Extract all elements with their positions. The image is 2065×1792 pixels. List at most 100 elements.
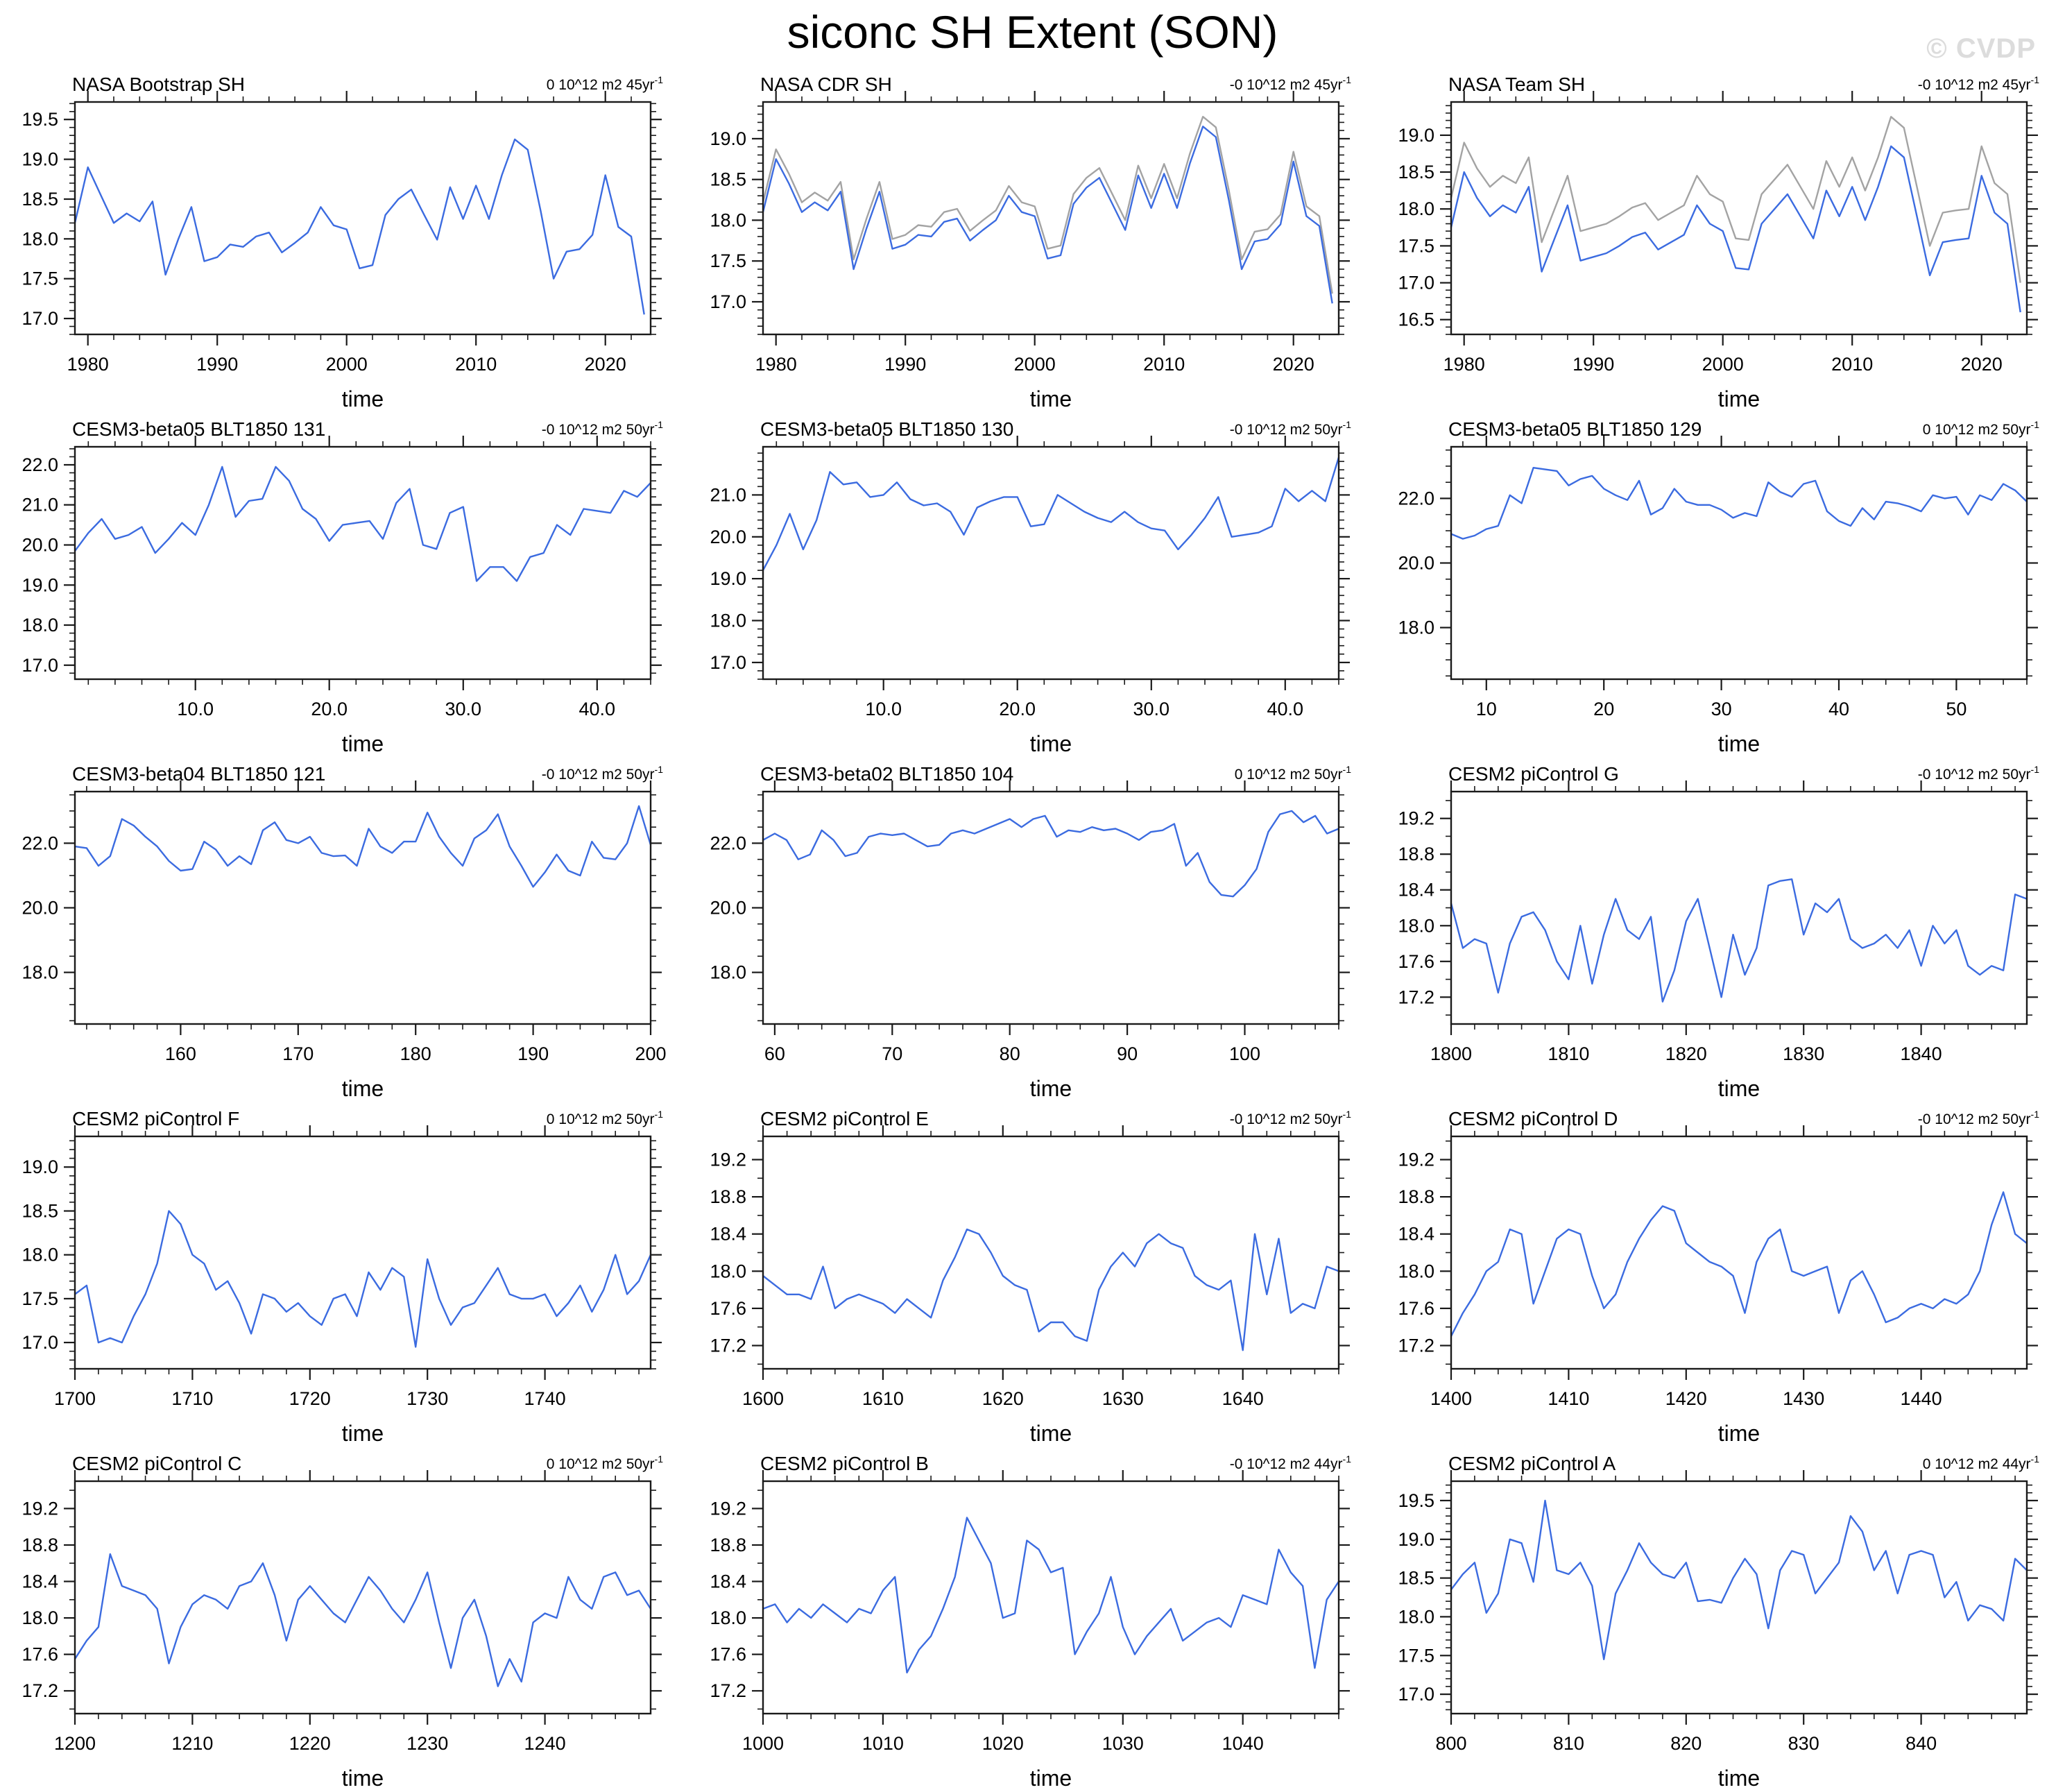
x-tick-label: 100 [1229, 1043, 1260, 1064]
x-tick-label: 1800 [1430, 1043, 1472, 1064]
y-tick-label: 18.5 [1398, 1568, 1434, 1589]
trend-annotation: -0 10^12 m2 50yr-1 [1230, 419, 1351, 438]
x-tick-label: 30 [1711, 699, 1732, 719]
x-tick-label: 40.0 [579, 699, 616, 719]
y-tick-label: 18.5 [1398, 162, 1434, 182]
y-tick-label: 18.8 [1398, 844, 1434, 864]
x-tick-label: 1210 [171, 1733, 213, 1754]
chart-panel-15: 800 810 820 830 840 17.0 17.5 18.0 18.5 19.0 19.5 C… [1376, 1443, 2064, 1788]
y-tick-label: 18.0 [710, 611, 746, 631]
chart-grid: 1980 1990 2000 2010 2020 17.0 17.5 18.0 18.5 19.0… [0, 64, 2065, 1788]
y-tick-label: 19.2 [22, 1498, 58, 1519]
trend-annotation: -0 10^12 m2 50yr-1 [542, 764, 663, 783]
x-axis-label: time [1718, 1421, 1760, 1443]
x-tick-label: 840 [1905, 1733, 1937, 1754]
chart-svg: 800 810 820 830 840 17.0 17.5 18.0 18.5 19.0 19.5 C… [1398, 1453, 2039, 1788]
x-tick-label: 2000 [1014, 354, 1056, 375]
y-tick-label: 20.0 [710, 527, 746, 547]
y-tick-label: 18.0 [22, 615, 58, 635]
page-title: siconc SH Extent (SON) [787, 6, 1278, 58]
x-axis-label: time [342, 1421, 384, 1443]
y-tick-label: 19.0 [22, 574, 58, 595]
y-tick-label: 20.0 [22, 898, 58, 919]
y-tick-label: 17.6 [1398, 951, 1434, 972]
chart-panel-5: 10.0 20.0 30.0 40.0 17.0 18.0 19.0 20.0 21.0 CESM… [688, 409, 1376, 753]
trend-annotation: 0 10^12 m2 44yr-1 [1923, 1453, 2039, 1472]
x-tick-label: 1040 [1222, 1733, 1264, 1754]
x-axis-label: time [342, 1076, 384, 1098]
y-tick-label: 17.6 [22, 1644, 58, 1665]
x-axis-label: time [1030, 1766, 1072, 1788]
series-primary-blue [74, 466, 651, 582]
series-primary-blue [74, 138, 645, 315]
x-tick-label: 1980 [1443, 354, 1485, 375]
series-primary-blue [74, 1210, 652, 1348]
x-tick-label: 1840 [1901, 1043, 1942, 1064]
panel-title: CESM2 piControl G [1448, 763, 1619, 785]
plot-frame [762, 790, 1340, 1025]
page-header: siconc SH Extent (SON) © CVDP [0, 0, 2065, 64]
x-tick-label: 830 [1788, 1733, 1819, 1754]
panel-title: CESM3-beta05 BLT1850 130 [760, 418, 1013, 440]
x-tick-label: 60 [764, 1043, 785, 1064]
y-tick-label: 17.2 [1398, 987, 1434, 1007]
y-tick-label: 17.5 [1398, 235, 1434, 256]
y-tick-label: 19.5 [22, 109, 58, 130]
x-tick-label: 1740 [524, 1388, 566, 1409]
y-tick-label: 17.0 [1398, 1684, 1434, 1705]
panel-title: CESM2 piControl E [760, 1108, 929, 1129]
y-tick-label: 18.0 [710, 962, 746, 983]
y-tick-label: 19.0 [1398, 1529, 1434, 1550]
y-tick-label: 18.0 [22, 962, 58, 983]
series-secondary-gray [762, 115, 1333, 294]
y-tick-label: 19.0 [1398, 125, 1434, 146]
x-tick-label: 10.0 [177, 699, 214, 719]
x-tick-label: 1020 [982, 1733, 1024, 1754]
y-tick-label: 20.0 [22, 535, 58, 556]
x-tick-label: 1610 [862, 1388, 904, 1409]
chart-svg: 60 70 80 90 100 18.0 20.0 22.0 CESM3-beta02 BLT1… [710, 763, 1351, 1098]
y-tick-label: 17.0 [22, 308, 58, 329]
panel-title: CESM2 piControl D [1448, 1108, 1618, 1129]
x-tick-label: 2000 [326, 354, 368, 375]
plot-frame [1450, 1135, 2028, 1370]
y-tick-label: 17.0 [710, 291, 746, 312]
y-tick-label: 18.5 [22, 189, 58, 210]
x-axis-label: time [1030, 1421, 1072, 1443]
x-tick-label: 1630 [1102, 1388, 1144, 1409]
x-tick-label: 90 [1117, 1043, 1138, 1064]
y-tick-label: 19.2 [1398, 1150, 1434, 1170]
x-axis-label: time [342, 386, 384, 409]
y-tick-label: 22.0 [22, 454, 58, 475]
x-axis-label: time [342, 1766, 384, 1788]
x-tick-label: 800 [1435, 1733, 1466, 1754]
x-tick-label: 1000 [742, 1733, 784, 1754]
y-tick-label: 21.0 [710, 484, 746, 505]
x-tick-label: 1230 [406, 1733, 448, 1754]
y-tick-label: 20.0 [710, 898, 746, 919]
plot-frame [1450, 790, 2028, 1025]
x-tick-label: 1010 [862, 1733, 904, 1754]
y-tick-label: 18.0 [1398, 1261, 1434, 1281]
series-primary-blue [762, 1228, 1339, 1351]
y-tick-label: 18.8 [1398, 1186, 1434, 1207]
trend-annotation: -0 10^12 m2 50yr-1 [1230, 1109, 1351, 1127]
y-tick-label: 18.0 [22, 1607, 58, 1628]
series-primary-blue [1450, 466, 2028, 540]
x-axis-label: time [1030, 731, 1072, 753]
y-tick-label: 17.5 [1398, 1645, 1434, 1666]
plot-frame [762, 1135, 1340, 1370]
plot-frame [74, 790, 652, 1025]
x-tick-label: 20.0 [999, 699, 1036, 719]
y-tick-label: 17.6 [710, 1644, 746, 1665]
chart-svg: 1200 1210 1220 1230 1240 17.2 17.6 18.0 18.4 18.8… [22, 1453, 663, 1788]
y-tick-label: 22.0 [1398, 488, 1434, 509]
x-tick-label: 2010 [1143, 354, 1185, 375]
y-tick-label: 18.8 [710, 1535, 746, 1555]
x-tick-label: 1640 [1222, 1388, 1264, 1409]
trend-annotation: 0 10^12 m2 50yr-1 [1235, 764, 1351, 783]
chart-panel-12: 1400 1410 1420 1430 1440 17.2 17.6 18.0 18.4 18.8… [1376, 1098, 2064, 1443]
x-tick-label: 1410 [1548, 1388, 1589, 1409]
panel-title: NASA Team SH [1448, 74, 1585, 95]
y-tick-label: 19.5 [1398, 1490, 1434, 1511]
